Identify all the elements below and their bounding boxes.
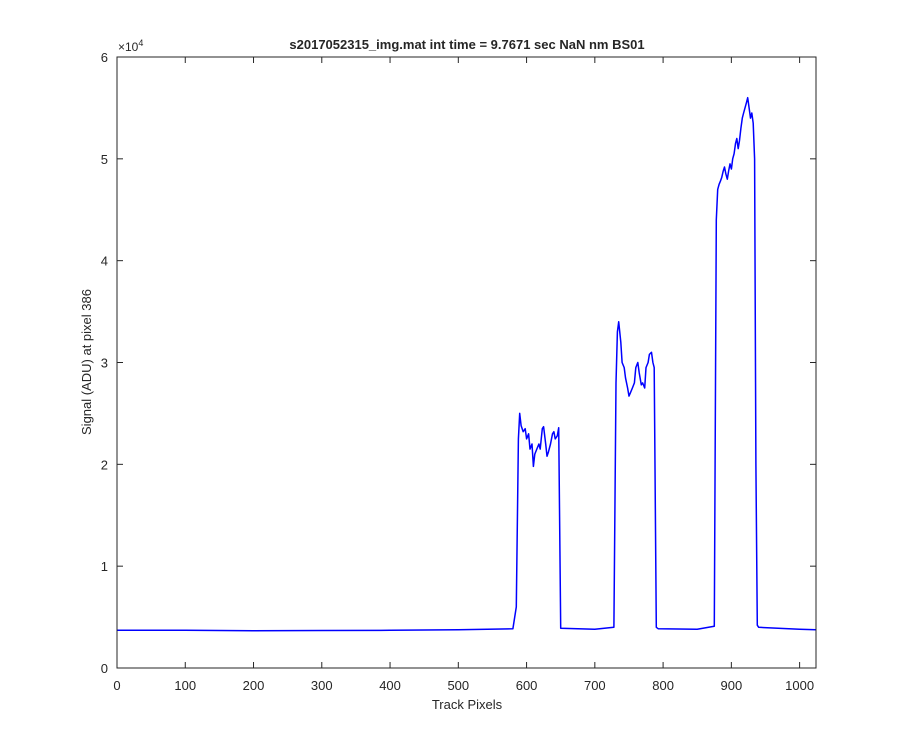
y-tick-label: 2 <box>101 457 108 472</box>
y-axis-label: Signal (ADU) at pixel 386 <box>79 289 94 435</box>
x-tick-label: 900 <box>721 678 743 693</box>
y-tick-label: 5 <box>101 152 108 167</box>
y-tick-label: 4 <box>101 254 108 269</box>
axes: 0 100 200 300 400 500 600 700 800 900 1000 0 1 2 3 4 5 6 <box>101 50 817 693</box>
y-tick-label: 0 <box>101 661 108 676</box>
x-tick-label: 500 <box>447 678 469 693</box>
series-line <box>117 96 817 632</box>
x-tick-label: 700 <box>584 678 606 693</box>
chart-title: s2017052315_img.mat int time = 9.7671 se… <box>289 37 644 52</box>
x-tick-label: 400 <box>379 678 401 693</box>
x-tick-label: 800 <box>652 678 674 693</box>
x-tick-label: 200 <box>243 678 265 693</box>
y-exponent-label: ×104 <box>118 38 143 54</box>
x-tick-label: 600 <box>516 678 538 693</box>
y-tick-label: 6 <box>101 50 108 65</box>
x-tick-label: 1000 <box>785 678 814 693</box>
x-tick-label: 100 <box>174 678 196 693</box>
x-tick-label: 0 <box>113 678 120 693</box>
x-tick-label: 300 <box>311 678 333 693</box>
y-exponent-power: 4 <box>138 38 143 48</box>
x-axis-label: Track Pixels <box>432 697 503 712</box>
y-tick-label: 3 <box>101 356 108 371</box>
y-exponent-base: ×10 <box>118 40 139 54</box>
y-tick-label: 1 <box>101 559 108 574</box>
